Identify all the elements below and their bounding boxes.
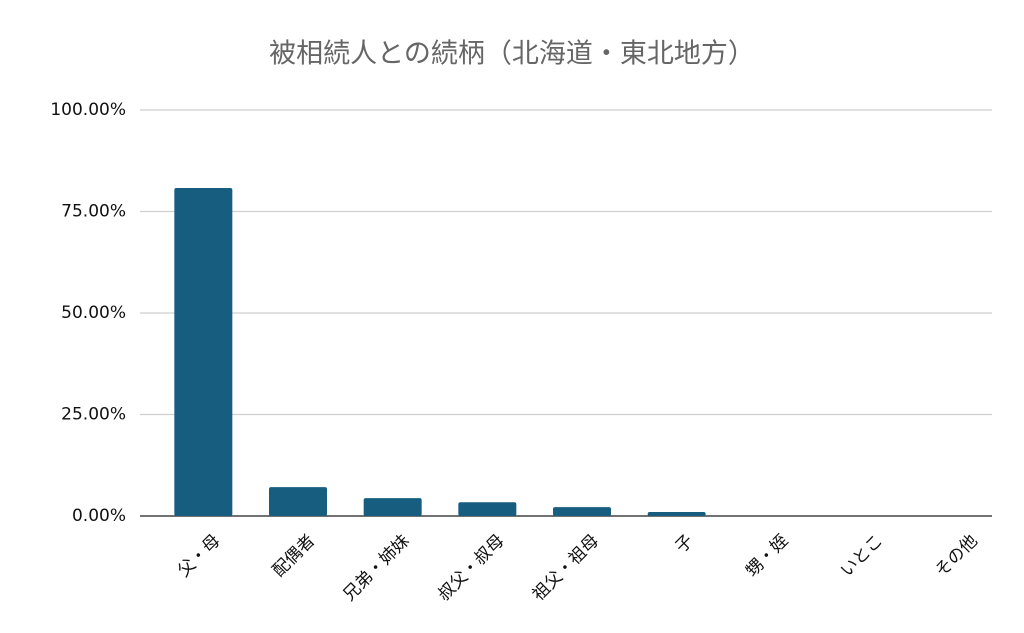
bar — [269, 487, 327, 516]
x-tick-label: 父・母 — [174, 531, 224, 581]
y-tick-label: 50.00% — [61, 303, 126, 323]
bar — [174, 187, 233, 516]
x-tick-label: 叔父・叔母 — [434, 531, 508, 605]
x-tick-label: 祖父・祖母 — [529, 531, 603, 605]
chart-title: 被相続人との続柄（北海道・東北地方） — [269, 39, 755, 70]
bar — [458, 502, 517, 516]
y-tick-label: 25.00% — [61, 405, 126, 425]
y-tick-label: 100.00% — [50, 100, 126, 120]
x-tick-label: 兄弟・姉妹 — [339, 531, 413, 605]
bar — [647, 511, 706, 516]
x-tick-label: 配偶者 — [269, 531, 319, 581]
x-tick-label: いとこ — [837, 531, 887, 581]
x-tick-label: 子 — [672, 531, 698, 557]
y-tick-label: 0.00% — [72, 506, 126, 526]
bar — [553, 507, 611, 516]
y-tick-label: 75.00% — [61, 202, 126, 222]
bar — [363, 498, 422, 516]
x-tick-label: 甥・姪 — [742, 531, 792, 581]
x-tick-label: その他 — [932, 531, 982, 581]
